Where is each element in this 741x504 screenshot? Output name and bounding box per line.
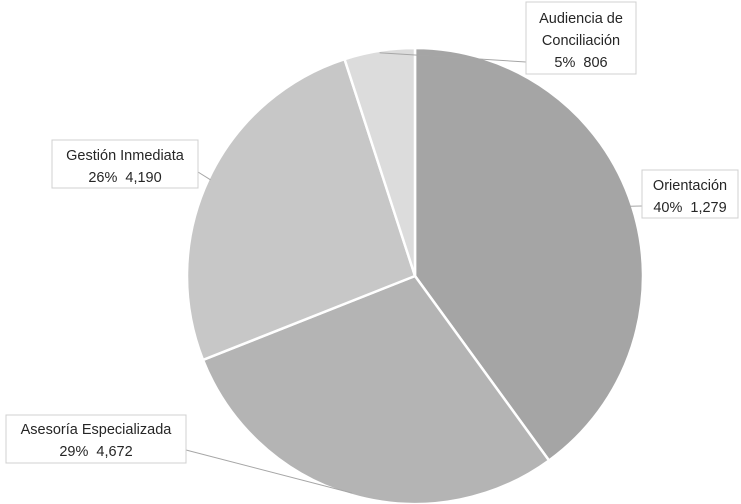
pie-slices (185, 46, 645, 504)
label-asesoria-name: Asesoría Especializada (21, 422, 173, 438)
label-asesoria-percent: 29% (59, 444, 88, 460)
leader-line-audiencia (379, 52, 527, 63)
label-asesoria-value: 4,672 (96, 444, 132, 460)
pie-slice-asesoria (201, 274, 551, 504)
label-asesoria-stats: 29% 4,672 (59, 444, 132, 460)
label-asesoria: Asesoría Especializada 29% 4,672 (5, 414, 187, 464)
label-orientacion: Orientación 40% 1,279 (641, 169, 739, 219)
label-audiencia-stats: 5% 806 (554, 55, 607, 71)
pie-slice-orientacion (413, 46, 645, 463)
label-orientacion-percent: 40% (653, 200, 682, 216)
leader-lines (185, 52, 643, 494)
leader-line-asesoria (185, 449, 353, 494)
label-gestion: Gestión Inmediata 26% 4,190 (51, 139, 199, 189)
label-gestion-percent: 26% (88, 170, 117, 186)
label-audiencia: Audiencia de Conciliación 5% 806 (525, 1, 637, 75)
label-gestion-name: Gestión Inmediata (66, 148, 185, 164)
label-gestion-value: 4,190 (125, 170, 161, 186)
leader-line-gestion (197, 171, 211, 181)
label-orientacion-name: Orientación (653, 178, 727, 194)
label-audiencia-name-line1: Audiencia de (539, 11, 623, 27)
label-orientacion-stats: 40% 1,279 (653, 200, 726, 216)
label-orientacion-value: 1,279 (690, 200, 726, 216)
label-audiencia-value: 806 (583, 55, 607, 71)
label-audiencia-name-line2: Conciliación (542, 33, 620, 49)
label-gestion-stats: 26% 4,190 (88, 170, 161, 186)
pie-slice-audiencia (342, 46, 417, 277)
label-audiencia-percent: 5% (554, 55, 575, 71)
